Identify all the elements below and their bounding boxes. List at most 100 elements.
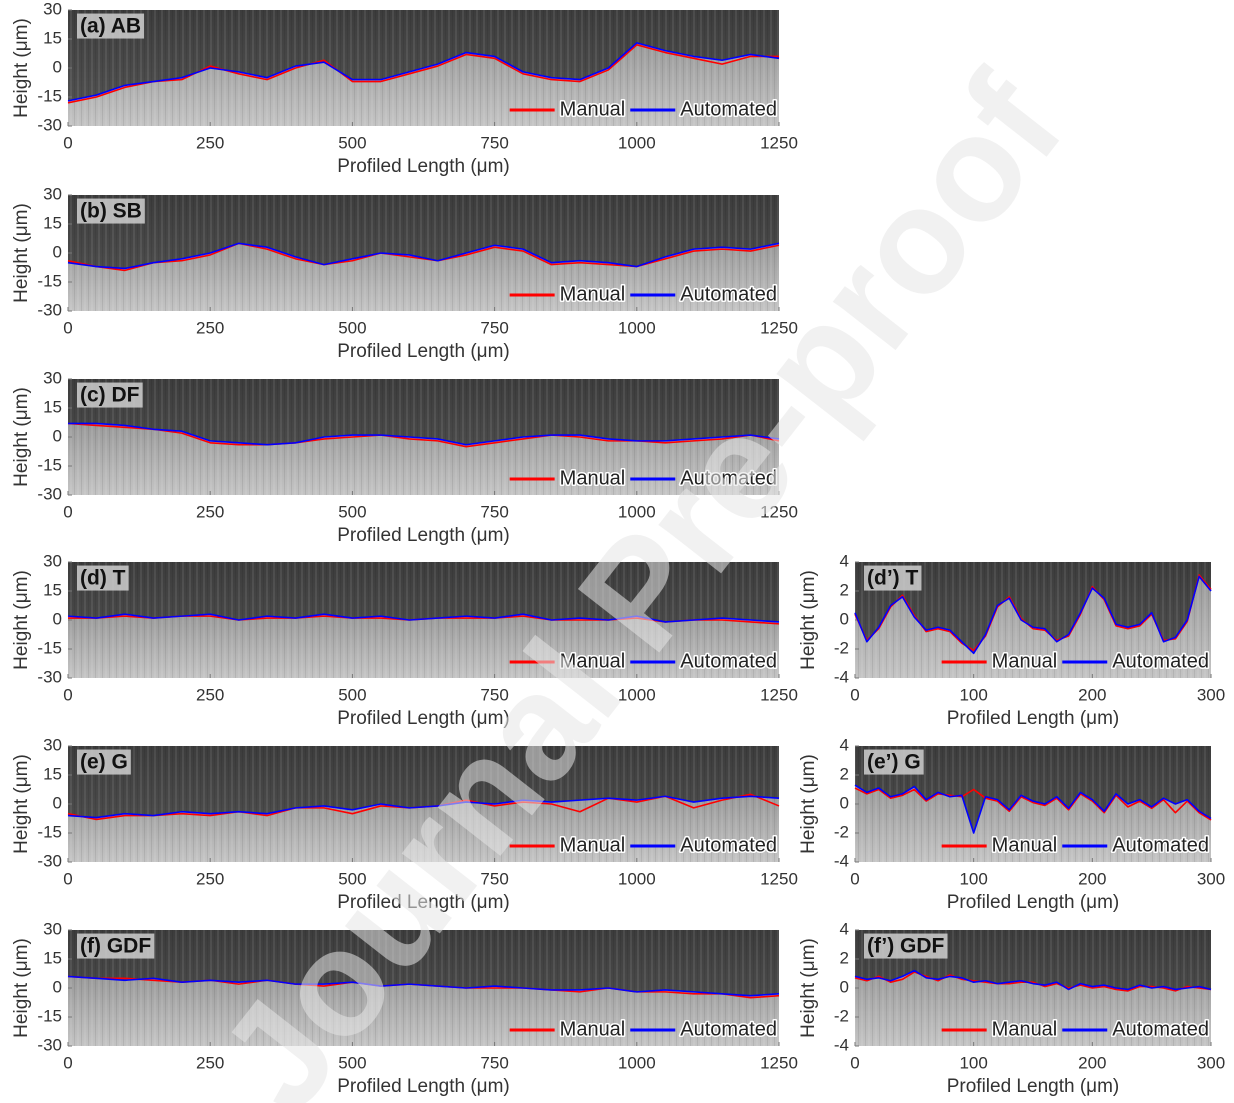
x-tick-label: 1250 [760, 685, 798, 704]
x-tick-label: 100 [959, 1053, 987, 1072]
title-background [77, 749, 131, 775]
y-axis-label: Height (μm) [11, 18, 32, 118]
legend-label: Automated [680, 98, 777, 120]
y-axis-label: Height (μm) [798, 570, 819, 670]
y-tick-label: -15 [37, 271, 62, 290]
panel: -4 -2 0 2 4 0 100 200 300 Profiled Length (μm) Hei… [798, 735, 1225, 913]
panel: -4 -2 0 2 4 0 100 200 300 Profiled Length (μm) Hei… [798, 919, 1225, 1097]
legend-label: Automated [680, 834, 777, 856]
x-tick-label: 100 [959, 869, 987, 888]
profile-line [67, 242, 780, 272]
y-tick-label: -30 [37, 484, 62, 503]
panel-title: (f’) GDF [867, 935, 945, 958]
image-texture [68, 195, 779, 311]
x-tick-label: 0 [63, 685, 72, 704]
y-tick-label: 15 [43, 28, 62, 47]
y-axis-label: Height (μm) [11, 754, 32, 854]
x-tick-label: 750 [480, 318, 508, 337]
x-tick-label: 0 [850, 685, 859, 704]
x-tick-label: 0 [63, 502, 72, 521]
y-tick-label: -15 [37, 822, 62, 841]
y-tick-label: 0 [53, 977, 62, 996]
y-tick-label: 2 [840, 580, 849, 599]
title-background [77, 382, 143, 408]
y-tick-label: -15 [37, 86, 62, 105]
x-tick-label: 250 [196, 502, 224, 521]
y-tick-label: -30 [37, 667, 62, 686]
x-axis-label: Profiled Length (μm) [947, 892, 1120, 913]
y-tick-label: 4 [840, 551, 849, 570]
panel-title: (e) G [80, 751, 128, 774]
y-tick-label: 4 [840, 919, 849, 938]
y-tick-label: -30 [37, 300, 62, 319]
y-tick-label: 15 [43, 580, 62, 599]
legend-label: Manual [992, 834, 1058, 856]
x-tick-label: 0 [63, 318, 72, 337]
profile-line [67, 242, 780, 270]
x-axis-label: Profiled Length (μm) [337, 525, 510, 546]
x-tick-label: 250 [196, 318, 224, 337]
panel-title: (d) T [80, 567, 126, 590]
y-axis-label: Height (μm) [798, 938, 819, 1038]
y-tick-label: -15 [37, 638, 62, 657]
y-tick-label: -2 [834, 638, 849, 657]
panel: -30 -15 0 15 30 0 250 500 750 1000 1250 Profiled Le… [11, 919, 798, 1097]
y-axis-label: Height (μm) [11, 938, 32, 1038]
x-tick-label: 750 [480, 685, 508, 704]
y-axis-label: Height (μm) [11, 570, 32, 670]
title-background [77, 13, 145, 39]
y-tick-label: 15 [43, 764, 62, 783]
panel-title: (b) SB [80, 200, 142, 223]
x-tick-label: 1250 [760, 318, 798, 337]
x-tick-label: 200 [1078, 685, 1106, 704]
x-tick-label: 1000 [618, 133, 656, 152]
legend-label: Automated [680, 467, 777, 489]
x-tick-label: 500 [338, 1053, 366, 1072]
panel: -30 -15 0 15 30 0 250 500 750 1000 1250 Profiled Le… [11, 0, 798, 177]
y-tick-label: 0 [840, 609, 849, 628]
y-tick-label: 0 [53, 793, 62, 812]
x-axis-label: Profiled Length (μm) [337, 341, 510, 362]
x-tick-label: 0 [63, 869, 72, 888]
y-tick-label: 0 [53, 426, 62, 445]
x-tick-label: 1000 [618, 502, 656, 521]
x-tick-label: 200 [1078, 869, 1106, 888]
x-axis-label: Profiled Length (μm) [337, 708, 510, 729]
y-tick-label: 2 [840, 764, 849, 783]
x-tick-label: 250 [196, 1053, 224, 1072]
y-tick-label: -30 [37, 851, 62, 870]
legend-label: Manual [560, 283, 626, 305]
profile-line [68, 422, 780, 446]
y-axis-label: Height (μm) [11, 387, 32, 487]
x-tick-label: 0 [850, 869, 859, 888]
y-tick-label: -30 [37, 115, 62, 134]
legend-label: Manual [560, 834, 626, 856]
y-tick-label: 30 [43, 184, 62, 203]
y-tick-label: 30 [43, 551, 62, 570]
legend-label: Automated [680, 283, 777, 305]
x-tick-label: 500 [338, 318, 366, 337]
y-tick-label: 15 [43, 948, 62, 967]
x-tick-label: 300 [1197, 869, 1225, 888]
x-tick-label: 750 [480, 869, 508, 888]
x-tick-label: 1000 [618, 318, 656, 337]
x-tick-label: 500 [338, 502, 366, 521]
legend-label: Manual [560, 650, 626, 672]
y-tick-label: -15 [37, 455, 62, 474]
panel-title: (a) AB [80, 15, 141, 38]
profile-line [854, 969, 1212, 991]
y-axis-label: Height (μm) [11, 203, 32, 303]
x-tick-label: 1250 [760, 869, 798, 888]
y-axis-label: Height (μm) [798, 754, 819, 854]
x-tick-label: 500 [338, 869, 366, 888]
title-background [864, 565, 922, 591]
profile-line [67, 795, 780, 819]
profile-line [854, 575, 1212, 655]
y-tick-label: -2 [834, 1006, 849, 1025]
y-tick-label: -30 [37, 1035, 62, 1054]
x-tick-label: 300 [1197, 1053, 1225, 1072]
y-tick-label: 0 [53, 609, 62, 628]
x-tick-label: 0 [63, 133, 72, 152]
x-tick-label: 1250 [760, 133, 798, 152]
